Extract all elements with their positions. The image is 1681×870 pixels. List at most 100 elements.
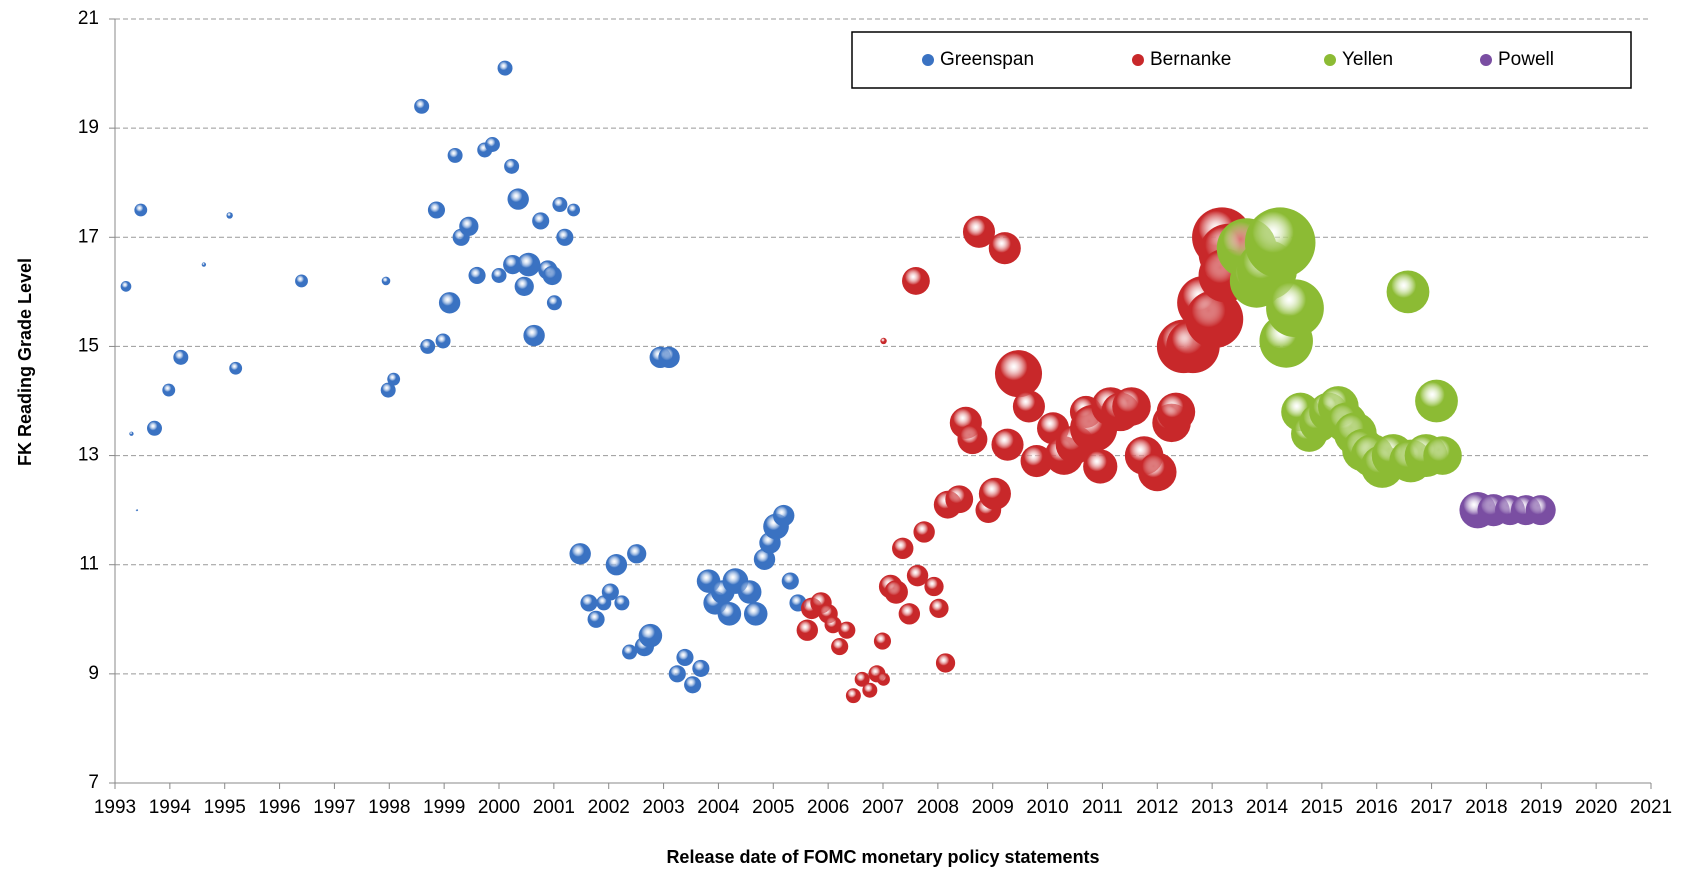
bubble — [1138, 452, 1177, 492]
bubble — [877, 672, 890, 686]
bubble — [978, 477, 1011, 510]
legend-label: Powell — [1498, 49, 1554, 70]
bubble — [658, 346, 680, 369]
bubble — [552, 197, 568, 213]
bubble — [147, 420, 162, 436]
bubble — [120, 281, 132, 292]
bubble — [929, 598, 949, 619]
bubble — [753, 548, 776, 570]
bubble — [1525, 495, 1556, 526]
x-tick-label: 2017 — [1410, 797, 1452, 818]
y-tick-label: 7 — [88, 772, 99, 793]
bubble — [468, 266, 486, 285]
bubble — [945, 485, 974, 514]
x-tick-label: 1995 — [204, 797, 246, 818]
y-tick-label: 11 — [79, 554, 99, 575]
legend-box — [851, 31, 1632, 89]
bubble — [381, 276, 391, 286]
bubble — [532, 212, 550, 230]
bubble — [580, 594, 598, 612]
bubble — [514, 276, 534, 297]
bubble — [684, 676, 702, 694]
bubble — [627, 544, 647, 564]
bubble — [898, 603, 921, 625]
bubble — [638, 623, 663, 648]
x-tick-label: 2014 — [1246, 797, 1289, 818]
x-tick-label: 2000 — [478, 797, 520, 818]
bubble — [1386, 270, 1430, 314]
bubble — [546, 295, 562, 311]
bubble — [622, 644, 638, 660]
bubble — [601, 583, 619, 601]
bubble — [427, 201, 446, 219]
x-tick-label: 2021 — [1630, 797, 1672, 818]
bubble — [504, 158, 520, 174]
bubble — [435, 333, 451, 349]
bubble — [1156, 392, 1196, 432]
bubble — [962, 215, 996, 248]
bubble — [1266, 279, 1324, 338]
bubble — [1083, 449, 1118, 484]
x-tick-label: 2011 — [1082, 797, 1123, 818]
bubble — [773, 504, 795, 527]
legend-marker — [1324, 54, 1336, 66]
x-tick-label: 2013 — [1191, 797, 1233, 818]
x-tick-label: 2004 — [697, 797, 740, 818]
bubble — [676, 648, 694, 667]
x-tick-label: 1993 — [94, 797, 136, 818]
bubble — [991, 428, 1024, 461]
x-tick-label: 1999 — [423, 797, 465, 818]
y-tick-label: 21 — [78, 8, 99, 29]
legend-marker — [1132, 54, 1144, 66]
bubble — [913, 521, 935, 543]
bubble — [737, 580, 762, 604]
x-tick-label: 2019 — [1520, 797, 1562, 818]
bubble — [994, 350, 1043, 398]
bubble — [380, 382, 396, 398]
x-tick-label: 2001 — [533, 797, 575, 818]
bubble — [503, 254, 523, 275]
bubble — [957, 424, 988, 455]
bubble — [781, 572, 799, 590]
bubble — [884, 580, 908, 604]
bubble — [587, 610, 605, 628]
bubble — [892, 537, 914, 560]
legend-label: Yellen — [1342, 49, 1393, 70]
bubble — [988, 232, 1021, 265]
bubble — [414, 98, 430, 114]
x-tick-label: 1997 — [313, 797, 355, 818]
bubble — [516, 252, 541, 277]
bubble — [1012, 390, 1045, 423]
x-tick-label: 2008 — [917, 797, 959, 818]
bubble — [935, 653, 956, 673]
x-tick-label: 2012 — [1136, 797, 1178, 818]
y-tick-label: 19 — [78, 117, 99, 138]
x-tick-label: 2007 — [862, 797, 904, 818]
y-tick-label: 9 — [88, 663, 99, 684]
y-tick-label: 17 — [78, 226, 99, 247]
bubble — [717, 602, 742, 626]
bubble — [1415, 379, 1458, 423]
x-tick-label: 1996 — [258, 797, 300, 818]
bubble — [605, 554, 628, 576]
bubble — [838, 621, 856, 639]
x-tick-label: 2010 — [1026, 797, 1068, 818]
bubble — [173, 349, 189, 365]
bubble — [134, 203, 148, 217]
bubble — [226, 212, 233, 219]
bubble — [447, 147, 463, 163]
bubble — [1423, 436, 1462, 475]
bubble — [1112, 387, 1151, 426]
bubble — [459, 216, 479, 237]
bubble — [484, 137, 500, 153]
bubble — [873, 632, 892, 650]
x-tick-label: 2015 — [1301, 797, 1343, 818]
bubble — [880, 337, 887, 345]
bubble — [902, 267, 930, 295]
bubble — [614, 595, 630, 611]
x-tick-label: 2009 — [972, 797, 1014, 818]
bubble — [824, 616, 842, 634]
bubble — [295, 274, 308, 288]
bubble — [1244, 207, 1316, 279]
